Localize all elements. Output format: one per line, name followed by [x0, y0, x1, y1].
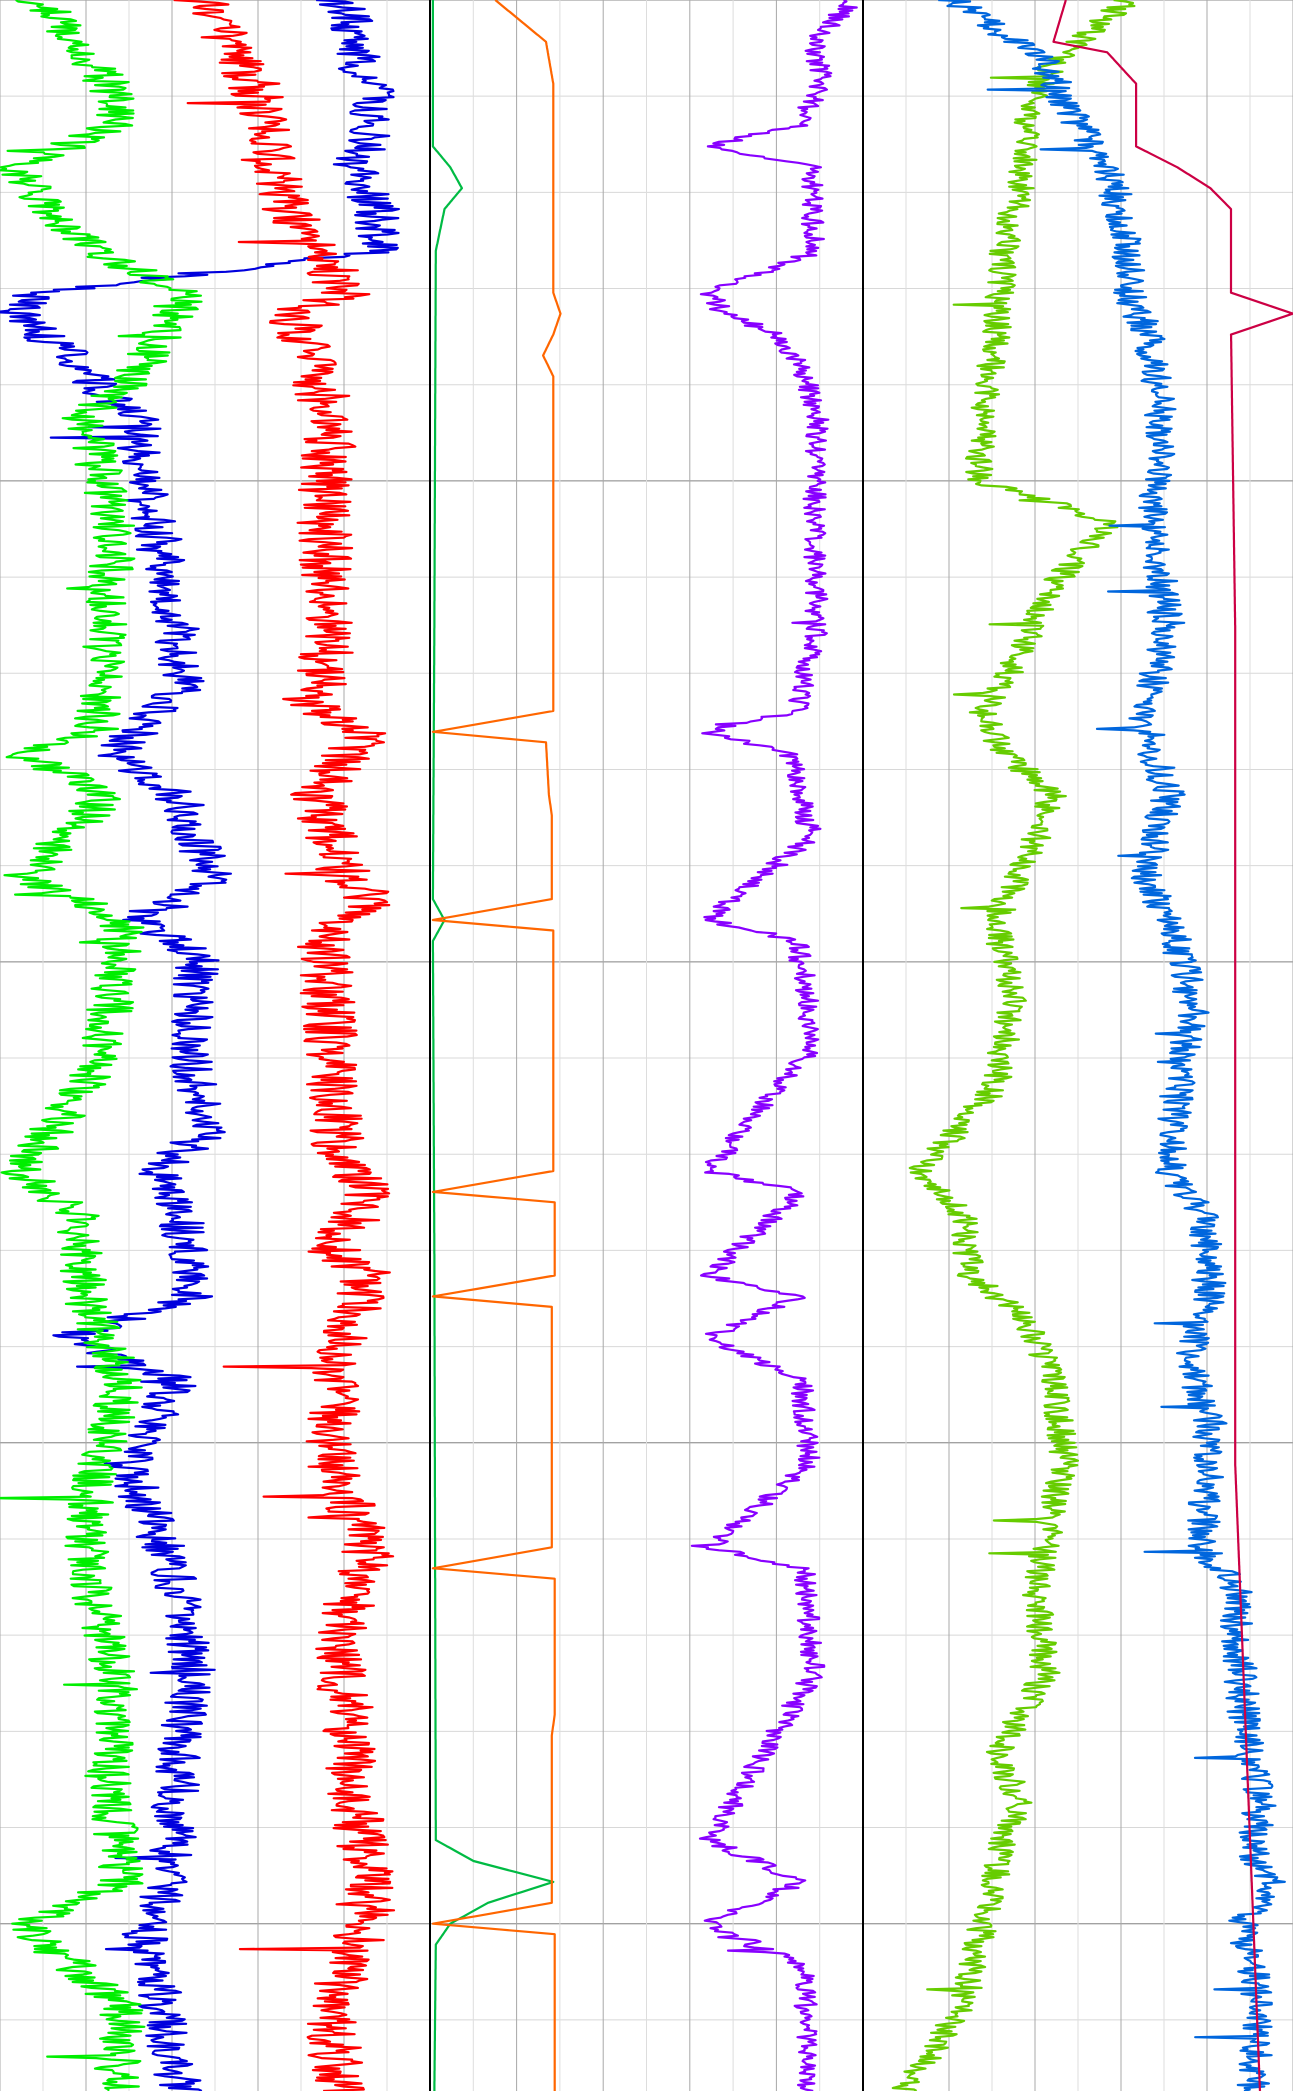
series-red-trace-track1: [173, 0, 396, 2091]
series-lime-trace-track4: [891, 0, 1136, 2091]
series-purple-trace-track3: [690, 0, 858, 2091]
series-green-trace-track1: [0, 0, 203, 2091]
series-orange-step-track2: [431, 0, 562, 2091]
series-crimson-step-track4: [1052, 0, 1293, 2091]
series-blue-trace-track1: [0, 0, 400, 2091]
series-green-smooth-track2: [431, 0, 555, 2091]
track-dividers: [429, 0, 864, 2091]
series-blue-trace-track4: [938, 0, 1286, 2091]
